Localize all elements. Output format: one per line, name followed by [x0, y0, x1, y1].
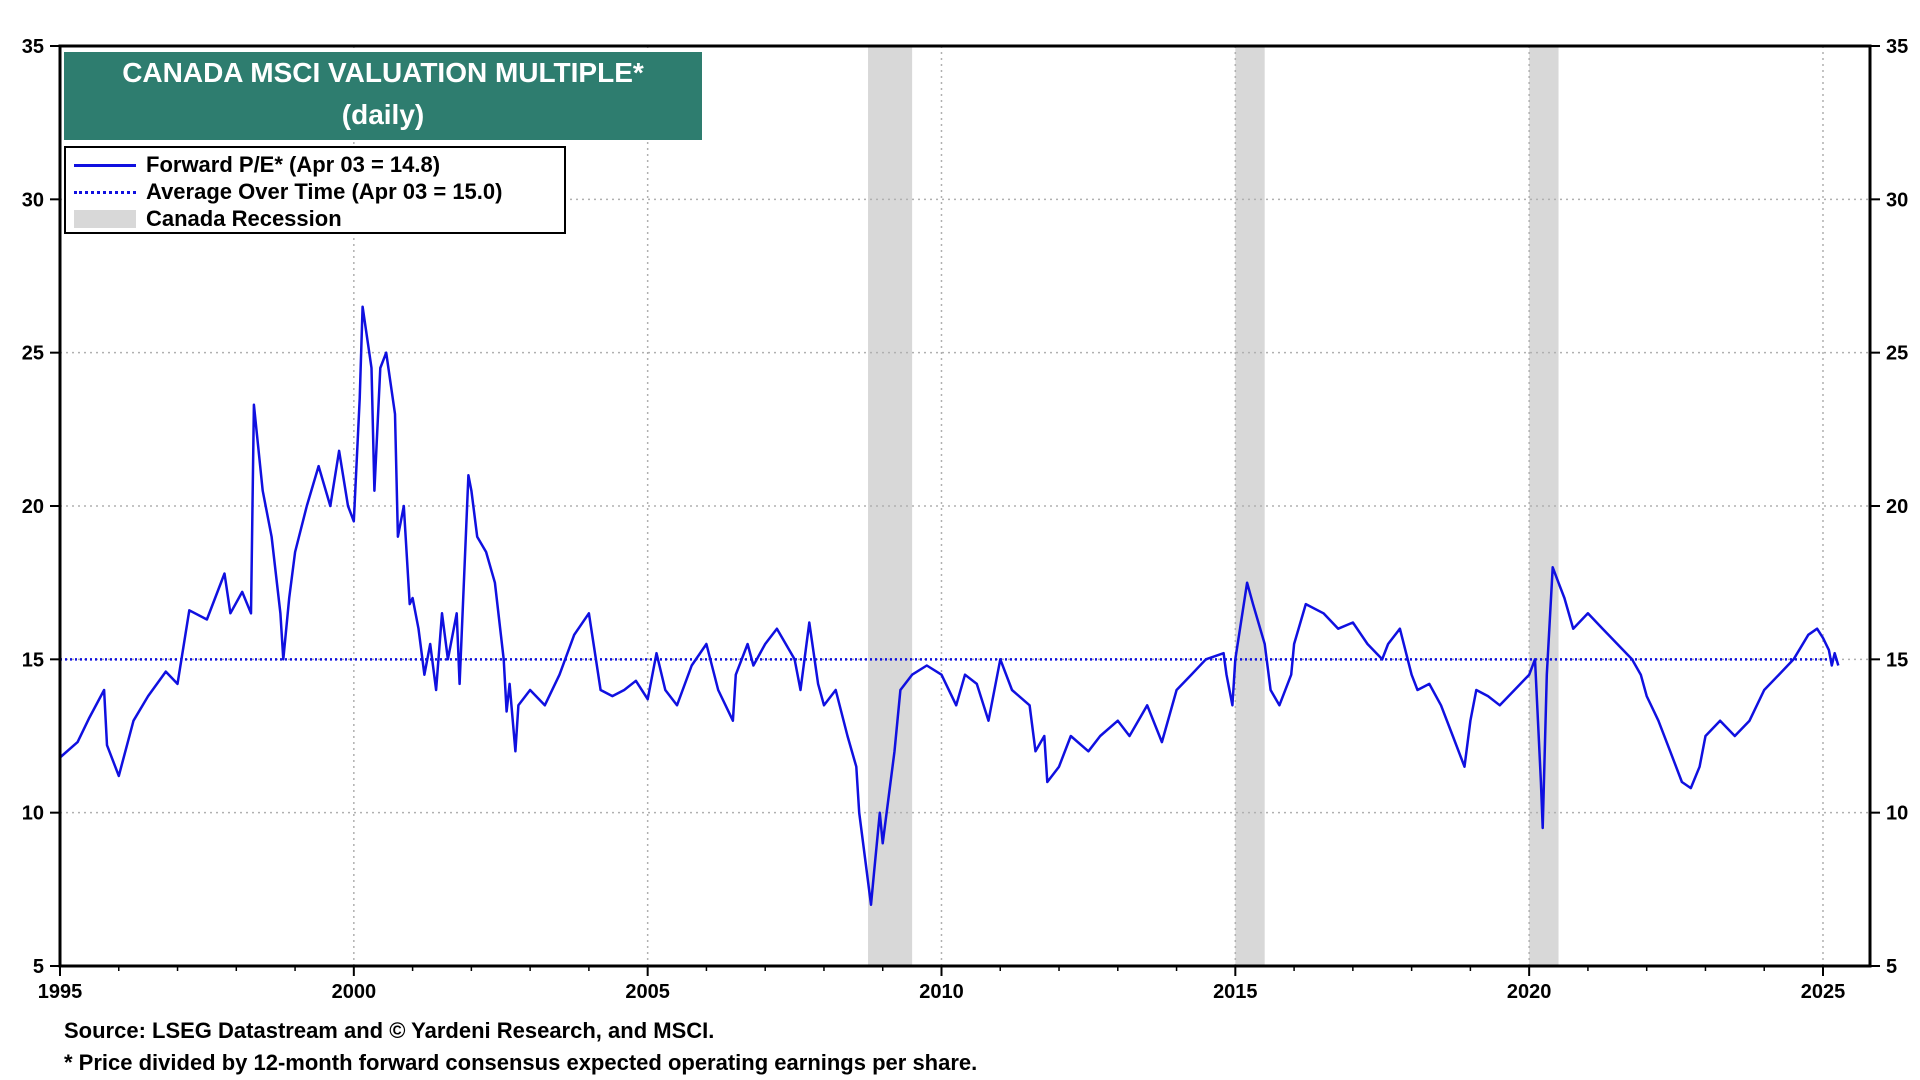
- chart-title: CANADA MSCI VALUATION MULTIPLE*: [122, 57, 644, 88]
- x-tick-label: 1995: [38, 981, 83, 1003]
- legend-item-average: Average Over Time (Apr 03 = 15.0): [74, 179, 502, 205]
- series-layer: [59, 305, 1840, 906]
- legend-swatch-solid-line: [74, 163, 136, 167]
- legend-label-average: Average Over Time (Apr 03 = 15.0): [146, 179, 503, 204]
- legend-item-forward-pe: Forward P/E* (Apr 03 = 14.8): [74, 152, 440, 178]
- y-tick-label-right: 10: [1886, 803, 1908, 825]
- x-tick-label: 2020: [1507, 981, 1552, 1003]
- y-tick-label-right: 30: [1886, 189, 1908, 211]
- legend-label-recession: Canada Recession: [146, 206, 342, 231]
- x-tick-label: 2025: [1801, 981, 1846, 1003]
- y-tick-label-left: 15: [22, 649, 44, 671]
- legend: Forward P/E* (Apr 03 = 14.8) Average Ove…: [64, 146, 566, 234]
- y-tick-label-right: 35: [1886, 36, 1908, 58]
- y-tick-label-left: 10: [22, 803, 44, 825]
- y-tick-label-left: 20: [22, 496, 44, 518]
- source-note: Source: LSEG Datastream and © Yardeni Re…: [64, 1018, 715, 1043]
- y-tick-label-right: 20: [1886, 496, 1908, 518]
- legend-item-recession: Canada Recession: [74, 206, 342, 232]
- footnote: * Price divided by 12-month forward cons…: [64, 1050, 978, 1075]
- recession-band: [1235, 46, 1265, 966]
- y-tick-label-left: 25: [22, 343, 44, 365]
- x-tick-label: 2010: [919, 981, 964, 1003]
- x-tick-label: 2005: [625, 981, 670, 1003]
- y-tick-label-left: 30: [22, 189, 44, 211]
- forward-pe-line: [59, 305, 1840, 906]
- chart-subtitle: (daily): [341, 99, 425, 130]
- recession-layer: [868, 46, 1559, 966]
- y-tick-label-right: 25: [1886, 343, 1908, 365]
- legend-swatch-dotted-line: [74, 190, 136, 194]
- legend-label-forward-pe: Forward P/E* (Apr 03 = 14.8): [146, 152, 441, 177]
- y-tick-label-right: 15: [1886, 649, 1908, 671]
- y-tick-label-left: 5: [33, 956, 44, 978]
- legend-swatch-recession-bar: [74, 210, 136, 228]
- x-tick-label: 2015: [1213, 981, 1258, 1003]
- y-tick-label-right: 5: [1886, 956, 1897, 978]
- y-tick-label-left: 35: [22, 36, 44, 58]
- recession-band: [868, 46, 913, 966]
- chart-title-box: CANADA MSCI VALUATION MULTIPLE* (daily): [64, 52, 702, 140]
- x-tick-label: 2000: [332, 981, 377, 1003]
